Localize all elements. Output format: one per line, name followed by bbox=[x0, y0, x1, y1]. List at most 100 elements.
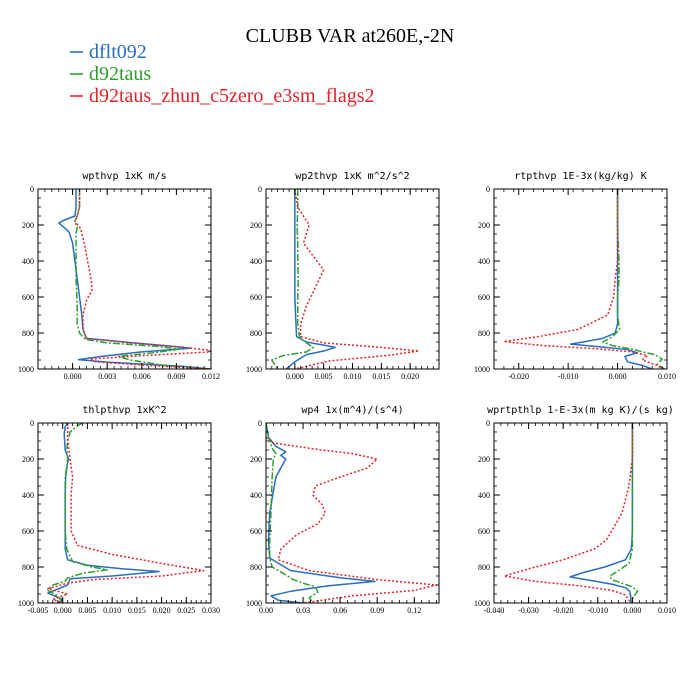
y-tick-label: 200 bbox=[250, 455, 262, 464]
series-line bbox=[58, 189, 211, 369]
series-group bbox=[271, 189, 420, 369]
series-line bbox=[294, 189, 420, 369]
series-line bbox=[271, 189, 315, 369]
y-tick-label: 800 bbox=[478, 329, 490, 338]
x-tick-label: 0.00 bbox=[259, 606, 273, 615]
x-tick-label: 0.005 bbox=[315, 372, 333, 381]
x-tick-label: -0.020 bbox=[553, 606, 574, 615]
x-tick-label: 0.003 bbox=[98, 372, 116, 381]
y-tick-label: 1000 bbox=[246, 599, 262, 608]
y-tick-label: 1000 bbox=[18, 365, 34, 374]
x-tick-label: 0.030 bbox=[202, 606, 220, 615]
x-tick-label: 0.020 bbox=[153, 606, 171, 615]
series-line bbox=[74, 189, 211, 369]
y-tick-label: 200 bbox=[250, 221, 262, 230]
y-tick-label: 0 bbox=[258, 185, 262, 194]
panel-title: wp2thvp 1xK m^2/s^2 bbox=[295, 171, 409, 182]
y-tick-label: 600 bbox=[250, 527, 262, 536]
y-tick-label: 1000 bbox=[246, 365, 262, 374]
series-group bbox=[47, 423, 205, 603]
x-tick-label: 0.010 bbox=[658, 372, 676, 381]
series-line bbox=[266, 423, 319, 603]
x-tick-label: -0.020 bbox=[508, 372, 529, 381]
x-tick-label: 0.000 bbox=[609, 372, 627, 381]
y-tick-label: 400 bbox=[250, 257, 262, 266]
y-tick-label: 0 bbox=[258, 419, 262, 428]
x-tick-label: -0.040 bbox=[484, 606, 505, 615]
chart-panel: wpthvp 1xK m/s 0.000 0.003 0.006 0.009 0.012 0… bbox=[18, 171, 220, 381]
y-tick-label: 200 bbox=[478, 221, 490, 230]
x-tick-label: 0.020 bbox=[401, 372, 419, 381]
y-tick-label: 800 bbox=[22, 329, 34, 338]
y-tick-label: 200 bbox=[22, 455, 34, 464]
x-tick-label: 0.000 bbox=[286, 372, 304, 381]
panel-title: wprtpthlp 1-E-3x(m kg K)/(s kg) bbox=[487, 405, 674, 416]
chart-panel: wprtpthlp 1-E-3x(m kg K)/(s kg) -0.040 -0.… bbox=[474, 405, 676, 615]
y-tick-label: 800 bbox=[478, 563, 490, 572]
y-tick-label: 600 bbox=[478, 527, 490, 536]
x-tick-label: 0.005 bbox=[78, 606, 96, 615]
panel-title: rtpthvp 1E-3x(kg/kg) K bbox=[514, 171, 646, 182]
x-tick-label: 0.006 bbox=[133, 372, 151, 381]
legend-entry: dflt092 bbox=[70, 41, 147, 63]
series-line bbox=[503, 423, 634, 603]
y-tick-label: 600 bbox=[250, 293, 262, 302]
series-line bbox=[609, 423, 639, 603]
y-tick-label: 1000 bbox=[474, 599, 490, 608]
series-group bbox=[58, 189, 211, 369]
x-tick-label: -0.010 bbox=[587, 606, 608, 615]
x-tick-label: 0.015 bbox=[128, 606, 146, 615]
chart-panel: thlpthvp 1xK^2 -0.005 0.000 0.005 0.010 0.015… bbox=[18, 405, 220, 615]
series-line bbox=[569, 189, 653, 369]
y-tick-label: 200 bbox=[22, 221, 34, 230]
panel-title: wp4 1x(m^4)/(s^4) bbox=[301, 405, 403, 416]
series-line bbox=[47, 423, 108, 603]
y-tick-label: 0 bbox=[486, 419, 490, 428]
y-tick-label: 0 bbox=[30, 419, 34, 428]
x-tick-label: 0.06 bbox=[333, 606, 347, 615]
x-tick-label: 0.03 bbox=[296, 606, 310, 615]
y-tick-label: 800 bbox=[22, 563, 34, 572]
legend-entry: d92taus_zhun_c5zero_e3sm_flags2 bbox=[70, 85, 374, 107]
legend-label: d92taus bbox=[89, 63, 151, 85]
series-group bbox=[503, 189, 665, 369]
x-tick-label: 0.010 bbox=[103, 606, 121, 615]
x-tick-label: 0.09 bbox=[370, 606, 384, 615]
legend: dflt092d92tausd92taus_zhun_c5zero_e3sm_f… bbox=[70, 41, 374, 107]
figure-title: CLUBB VAR at260E,-2N bbox=[246, 25, 455, 47]
y-tick-label: 800 bbox=[250, 563, 262, 572]
x-tick-label: 0.010 bbox=[658, 606, 676, 615]
x-tick-label: 0.012 bbox=[202, 372, 220, 381]
y-tick-label: 600 bbox=[22, 293, 34, 302]
chart-panel: wp4 1x(m^4)/(s^4) 0.00 0.03 0.06 0.09 0.12 0 20… bbox=[246, 405, 440, 615]
y-tick-label: 1000 bbox=[474, 365, 490, 374]
x-tick-label: 0.009 bbox=[167, 372, 185, 381]
series-line bbox=[503, 189, 663, 369]
panel-title: wpthvp 1xK m/s bbox=[82, 171, 166, 182]
x-tick-label: 0.000 bbox=[64, 372, 82, 381]
series-line bbox=[601, 189, 665, 369]
y-tick-label: 600 bbox=[478, 293, 490, 302]
x-tick-label: -0.030 bbox=[518, 606, 539, 615]
y-tick-label: 200 bbox=[478, 455, 490, 464]
y-tick-label: 400 bbox=[22, 491, 34, 500]
y-tick-label: 600 bbox=[22, 527, 34, 536]
x-tick-label: 0.010 bbox=[344, 372, 362, 381]
chart-panel: wp2thvp 1xK m^2/s^2 0.000 0.005 0.010 0.015 0… bbox=[246, 171, 440, 381]
x-tick-label: 0.12 bbox=[407, 606, 421, 615]
y-tick-label: 400 bbox=[22, 257, 34, 266]
y-tick-label: 0 bbox=[486, 185, 490, 194]
panel-title: thlpthvp 1xK^2 bbox=[82, 405, 166, 416]
y-tick-label: 400 bbox=[478, 257, 490, 266]
chart-panel: rtpthvp 1E-3x(kg/kg) K -0.020 -0.010 0.000 0… bbox=[474, 171, 676, 381]
legend-label: dflt092 bbox=[89, 41, 147, 63]
y-tick-label: 400 bbox=[250, 491, 262, 500]
series-group bbox=[503, 423, 639, 603]
series-line bbox=[47, 423, 205, 603]
x-tick-label: -0.010 bbox=[558, 372, 579, 381]
legend-label: d92taus_zhun_c5zero_e3sm_flags2 bbox=[89, 85, 374, 107]
series-line bbox=[266, 436, 438, 603]
panels: wpthvp 1xK m/s0.000 0.003 0.006 0.009 0.0120… bbox=[18, 171, 676, 615]
y-tick-label: 1000 bbox=[18, 599, 34, 608]
series-line bbox=[266, 423, 376, 603]
